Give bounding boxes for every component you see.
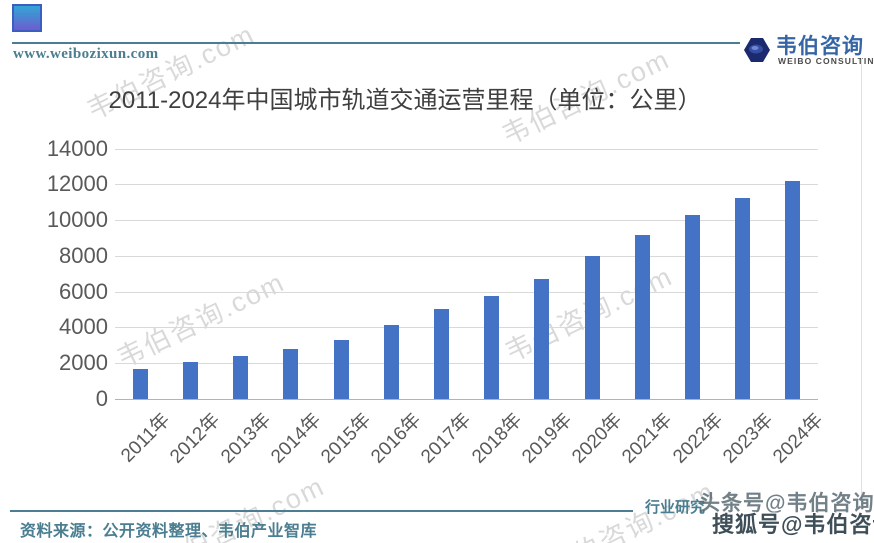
footer-divider — [10, 510, 633, 512]
bar-2020年 — [584, 256, 600, 399]
y-axis-label: 6000 — [59, 278, 108, 304]
chart-title: 2011-2024年中国城市轨道交通运营里程（单位：公里） — [108, 87, 702, 114]
bar-2016年 — [383, 324, 399, 399]
gridline — [115, 220, 818, 222]
gridline — [115, 255, 818, 257]
y-axis-label: 12000 — [46, 171, 108, 197]
source-note: 资料来源：公开资料整理、韦伯产业智库 — [20, 523, 318, 540]
bar-2015年 — [333, 340, 349, 399]
x-axis-baseline — [115, 399, 818, 400]
y-axis-label: 10000 — [46, 207, 108, 233]
y-axis-label: 2000 — [59, 350, 108, 376]
bar-2017年 — [433, 308, 449, 399]
brand-subtitle: WEIBO CONSULTING — [778, 56, 874, 66]
bar-2013年 — [233, 355, 248, 399]
bar-2023年 — [735, 198, 751, 399]
gridline — [115, 148, 818, 150]
sohu-account-watermark: 搜狐号@韦伯咨询 — [712, 512, 874, 537]
bar-2011年 — [132, 369, 148, 399]
corner-logo-square-icon — [12, 4, 42, 32]
gridline — [115, 363, 818, 365]
toutiao-account-watermark: 头条号@韦伯咨询 — [699, 492, 874, 515]
bar-2019年 — [534, 278, 550, 399]
header-divider — [12, 42, 740, 44]
y-axis-label: 0 — [95, 386, 108, 411]
bar-2014年 — [283, 348, 299, 399]
y-axis-label: 8000 — [59, 242, 108, 268]
gridline — [115, 291, 818, 293]
brand-name: 韦伯咨询 — [776, 34, 864, 58]
y-axis-label: 14000 — [46, 135, 108, 161]
diagonal-watermark: 韦伯咨询.com — [112, 266, 290, 374]
industry-research-label: 行业研究 — [645, 500, 706, 516]
hexagon-logo-icon — [744, 38, 770, 62]
y-axis-label: 4000 — [59, 314, 108, 340]
bar-2022年 — [685, 214, 700, 399]
gridline — [115, 184, 818, 186]
gridline — [115, 327, 818, 329]
bar-2012年 — [182, 362, 198, 399]
right-border-line — [861, 58, 862, 505]
brand-logo: 韦伯咨询 WEIBO CONSULTING — [742, 30, 874, 70]
bar-2024年 — [785, 181, 801, 399]
bar-2021年 — [634, 234, 650, 399]
bar-2018年 — [484, 295, 500, 399]
site-url: www.weibozixun.com — [13, 46, 159, 62]
